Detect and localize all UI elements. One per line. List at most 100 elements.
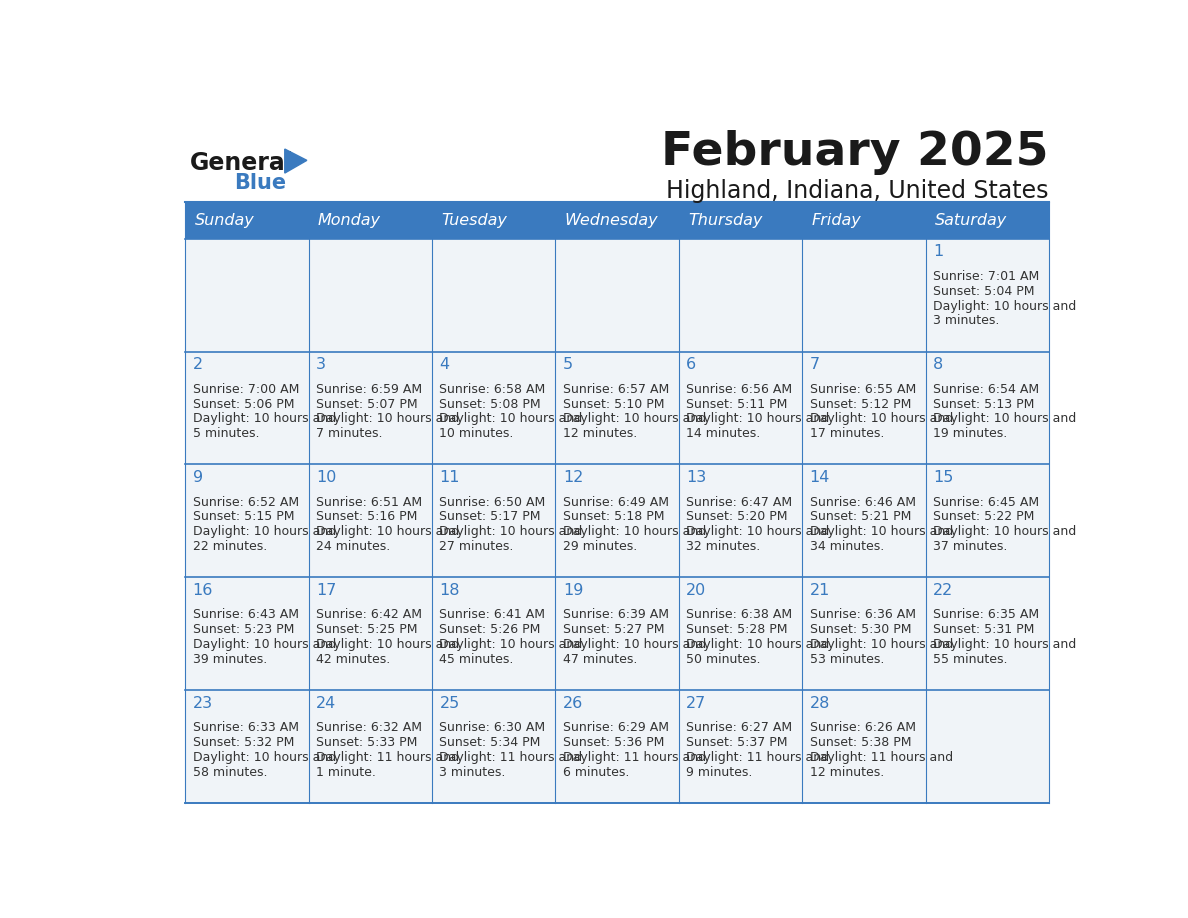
Bar: [185, 202, 309, 239]
Text: Sunset: 5:11 PM: Sunset: 5:11 PM: [687, 397, 788, 410]
Text: Sunrise: 6:39 AM: Sunrise: 6:39 AM: [563, 609, 669, 621]
Text: Sunset: 5:18 PM: Sunset: 5:18 PM: [563, 510, 664, 523]
Text: Daylight: 10 hours and: Daylight: 10 hours and: [192, 638, 336, 651]
Text: Daylight: 10 hours and: Daylight: 10 hours and: [933, 525, 1076, 538]
Text: 24: 24: [316, 696, 336, 711]
Text: Sunset: 5:12 PM: Sunset: 5:12 PM: [809, 397, 911, 410]
Text: Sunrise: 6:26 AM: Sunrise: 6:26 AM: [809, 722, 916, 734]
Text: 12 minutes.: 12 minutes.: [809, 766, 884, 778]
Text: 1 minute.: 1 minute.: [316, 766, 375, 778]
Text: 26: 26: [563, 696, 583, 711]
Text: Daylight: 10 hours and: Daylight: 10 hours and: [440, 525, 582, 538]
Text: 24 minutes.: 24 minutes.: [316, 540, 391, 553]
Bar: [802, 239, 925, 352]
Text: Wednesday: Wednesday: [564, 213, 658, 228]
Text: Sunrise: 6:29 AM: Sunrise: 6:29 AM: [563, 722, 669, 734]
Bar: [556, 352, 678, 465]
Text: Sunset: 5:06 PM: Sunset: 5:06 PM: [192, 397, 295, 410]
Bar: [185, 577, 309, 690]
Bar: [556, 465, 678, 577]
Text: Sunrise: 6:38 AM: Sunrise: 6:38 AM: [687, 609, 792, 621]
Text: Sunrise: 6:57 AM: Sunrise: 6:57 AM: [563, 383, 669, 396]
Text: Sunrise: 6:43 AM: Sunrise: 6:43 AM: [192, 609, 298, 621]
Text: Sunrise: 6:42 AM: Sunrise: 6:42 AM: [316, 609, 422, 621]
Text: 7 minutes.: 7 minutes.: [316, 427, 383, 441]
Text: 21: 21: [809, 583, 830, 598]
Text: Sunrise: 6:56 AM: Sunrise: 6:56 AM: [687, 383, 792, 396]
Text: 17 minutes.: 17 minutes.: [809, 427, 884, 441]
Text: Sunrise: 6:46 AM: Sunrise: 6:46 AM: [809, 496, 916, 509]
Bar: [432, 577, 556, 690]
Bar: [925, 239, 1049, 352]
Text: 23: 23: [192, 696, 213, 711]
Bar: [309, 690, 432, 803]
Bar: [925, 352, 1049, 465]
Text: Daylight: 11 hours and: Daylight: 11 hours and: [316, 751, 460, 764]
Bar: [925, 577, 1049, 690]
Bar: [802, 465, 925, 577]
Text: Sunrise: 6:30 AM: Sunrise: 6:30 AM: [440, 722, 545, 734]
Text: Sunrise: 7:00 AM: Sunrise: 7:00 AM: [192, 383, 299, 396]
Text: 18: 18: [440, 583, 460, 598]
Text: 37 minutes.: 37 minutes.: [933, 540, 1007, 553]
Text: Thursday: Thursday: [688, 213, 763, 228]
Bar: [309, 465, 432, 577]
Text: 3 minutes.: 3 minutes.: [440, 766, 506, 778]
Bar: [185, 239, 309, 352]
Text: Daylight: 11 hours and: Daylight: 11 hours and: [440, 751, 582, 764]
Text: Daylight: 10 hours and: Daylight: 10 hours and: [687, 638, 829, 651]
Text: Daylight: 10 hours and: Daylight: 10 hours and: [192, 412, 336, 425]
Text: Sunrise: 6:58 AM: Sunrise: 6:58 AM: [440, 383, 545, 396]
Text: 58 minutes.: 58 minutes.: [192, 766, 267, 778]
Text: Daylight: 10 hours and: Daylight: 10 hours and: [809, 638, 953, 651]
Text: Sunrise: 6:32 AM: Sunrise: 6:32 AM: [316, 722, 422, 734]
Bar: [309, 577, 432, 690]
Text: Sunset: 5:27 PM: Sunset: 5:27 PM: [563, 623, 664, 636]
Text: February 2025: February 2025: [662, 130, 1049, 175]
Text: 29 minutes.: 29 minutes.: [563, 540, 637, 553]
Text: Sunset: 5:37 PM: Sunset: 5:37 PM: [687, 736, 788, 749]
Bar: [432, 352, 556, 465]
Text: 19 minutes.: 19 minutes.: [933, 427, 1007, 441]
Text: 22: 22: [933, 583, 953, 598]
Text: Sunset: 5:38 PM: Sunset: 5:38 PM: [809, 736, 911, 749]
Text: 2: 2: [192, 357, 203, 373]
Text: Sunset: 5:25 PM: Sunset: 5:25 PM: [316, 623, 417, 636]
Text: Daylight: 10 hours and: Daylight: 10 hours and: [192, 525, 336, 538]
Bar: [309, 202, 432, 239]
Bar: [678, 465, 802, 577]
Text: Daylight: 10 hours and: Daylight: 10 hours and: [440, 638, 582, 651]
Text: 53 minutes.: 53 minutes.: [809, 653, 884, 666]
Bar: [309, 352, 432, 465]
Bar: [802, 202, 925, 239]
Bar: [556, 202, 678, 239]
Text: General: General: [190, 151, 293, 175]
Text: Sunrise: 6:33 AM: Sunrise: 6:33 AM: [192, 722, 298, 734]
Text: Daylight: 10 hours and: Daylight: 10 hours and: [933, 412, 1076, 425]
Text: Sunset: 5:17 PM: Sunset: 5:17 PM: [440, 510, 541, 523]
Text: 32 minutes.: 32 minutes.: [687, 540, 760, 553]
Text: 27: 27: [687, 696, 707, 711]
Text: Sunset: 5:33 PM: Sunset: 5:33 PM: [316, 736, 417, 749]
Text: 10 minutes.: 10 minutes.: [440, 427, 514, 441]
Text: Daylight: 10 hours and: Daylight: 10 hours and: [316, 412, 460, 425]
Text: Sunrise: 6:59 AM: Sunrise: 6:59 AM: [316, 383, 422, 396]
Bar: [432, 239, 556, 352]
Text: 5: 5: [563, 357, 573, 373]
Bar: [556, 577, 678, 690]
Text: Sunset: 5:34 PM: Sunset: 5:34 PM: [440, 736, 541, 749]
Text: 55 minutes.: 55 minutes.: [933, 653, 1007, 666]
Text: Sunset: 5:08 PM: Sunset: 5:08 PM: [440, 397, 541, 410]
Text: Sunset: 5:10 PM: Sunset: 5:10 PM: [563, 397, 664, 410]
Text: 45 minutes.: 45 minutes.: [440, 653, 514, 666]
Text: Sunrise: 6:55 AM: Sunrise: 6:55 AM: [809, 383, 916, 396]
Text: Daylight: 10 hours and: Daylight: 10 hours and: [687, 412, 829, 425]
Bar: [556, 690, 678, 803]
Text: 27 minutes.: 27 minutes.: [440, 540, 514, 553]
Text: 7: 7: [809, 357, 820, 373]
Text: Sunset: 5:20 PM: Sunset: 5:20 PM: [687, 510, 788, 523]
Bar: [678, 690, 802, 803]
Text: Sunset: 5:16 PM: Sunset: 5:16 PM: [316, 510, 417, 523]
Text: Sunset: 5:28 PM: Sunset: 5:28 PM: [687, 623, 788, 636]
Text: Sunrise: 6:49 AM: Sunrise: 6:49 AM: [563, 496, 669, 509]
